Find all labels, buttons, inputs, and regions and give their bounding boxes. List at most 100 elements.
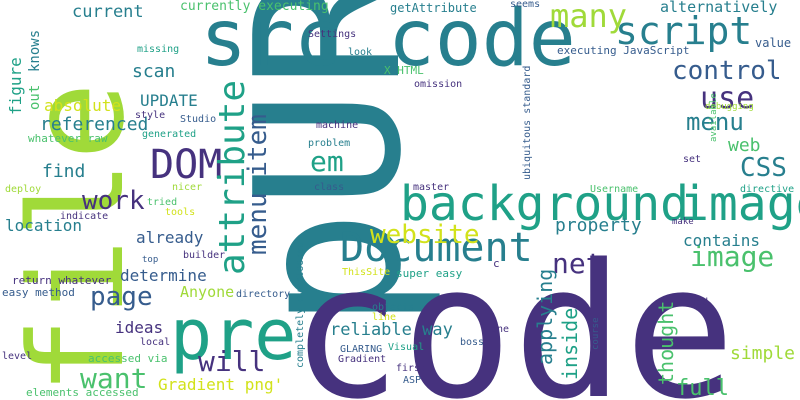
cloud-word: Gradient	[338, 354, 387, 365]
cloud-word: Anyone	[180, 283, 235, 301]
cloud-word: master	[413, 182, 450, 193]
cloud-word: getAttribute	[390, 1, 477, 15]
cloud-word: Document	[340, 225, 533, 271]
cloud-word: objects	[372, 302, 415, 313]
cloud-word: currently executing	[180, 0, 329, 14]
cloud-word: website	[370, 220, 480, 250]
cloud-word: web	[728, 135, 761, 156]
cloud-word: alternatively	[660, 0, 778, 16]
cloud-word: simple	[730, 343, 796, 364]
cloud-word: builder	[183, 250, 226, 261]
cloud-word: property	[555, 215, 642, 236]
cloud-word: available	[709, 93, 719, 142]
cloud-word: set	[683, 154, 702, 165]
cloud-word: code	[290, 224, 736, 400]
cloud-word: look	[348, 47, 373, 58]
cloud-word: already	[136, 228, 204, 247]
cloud-word: deploy	[5, 184, 42, 195]
cloud-word: GLARING	[340, 344, 383, 355]
cloud-word: current	[72, 2, 144, 22]
cloud-word: line	[372, 312, 397, 323]
cloud-word: local	[140, 337, 171, 348]
cloud-word: super easy	[396, 267, 463, 280]
cloud-word: missing	[137, 44, 180, 55]
cloud-word: image	[690, 240, 775, 273]
cloud-word: debugging	[705, 102, 754, 112]
cloud-word: inside	[558, 307, 582, 380]
cloud-word: DOM	[150, 142, 223, 188]
cloud-word: work	[82, 186, 145, 216]
cloud-word: CSS	[740, 153, 787, 183]
cloud-word: figure	[6, 57, 25, 115]
cloud-word: X HTML	[384, 64, 424, 77]
cloud-word: em	[310, 145, 344, 178]
cloud-word: find	[42, 161, 86, 182]
cloud-word: hosed	[678, 297, 709, 308]
cloud-word: directory	[236, 289, 291, 300]
cloud-word: Studio	[180, 114, 217, 125]
cloud-word: menu item	[243, 114, 273, 255]
cloud-word: class	[314, 182, 345, 193]
cloud-word: return whatever	[12, 274, 112, 287]
cloud-word: problem	[308, 138, 351, 149]
cloud-word: ASP	[403, 375, 422, 386]
cloud-word: one	[491, 324, 510, 335]
cloud-word: c	[493, 257, 500, 270]
cloud-word: machine	[316, 120, 359, 131]
cloud-word: course	[591, 317, 601, 350]
cloud-word: Username	[590, 184, 639, 195]
cloud-word: reliable way	[330, 320, 453, 340]
cloud-word: top	[142, 255, 159, 265]
cloud-word: full	[676, 376, 729, 400]
cloud-word: image	[680, 176, 800, 232]
cloud-word: elements accessed	[26, 386, 139, 399]
cloud-word: many	[550, 0, 628, 35]
cloud-word: ubiquitous standard	[522, 65, 533, 180]
cloud-word: script	[615, 9, 753, 53]
cloud-word: ideas	[115, 318, 164, 337]
cloud-word: ThisSite	[342, 267, 391, 278]
cloud-word: directive	[740, 184, 795, 195]
cloud-word: accessed via	[88, 352, 168, 365]
cloud-word: net	[552, 247, 603, 280]
cloud-word: level	[2, 351, 33, 362]
cloud-word: generated	[142, 129, 197, 140]
cloud-word: easy method	[2, 286, 75, 299]
cloud-word: style	[135, 110, 166, 121]
cloud-word: seems	[510, 0, 541, 10]
cloud-word: referenced	[40, 114, 149, 135]
cloud-word: background	[400, 176, 689, 232]
cloud-word: tried	[147, 197, 178, 208]
cloud-word: Gradient png'	[158, 375, 284, 394]
cloud-word: first	[396, 363, 427, 374]
cloud-word: location	[5, 216, 83, 235]
cloud-word: pre	[170, 294, 297, 376]
cloud-word: absolute	[44, 96, 122, 115]
cloud-word: Visual	[388, 342, 425, 353]
cloud-word: executing JavaScript	[557, 44, 690, 57]
cloud-word: scan	[132, 61, 176, 82]
cloud-word: whatever raw	[28, 132, 108, 145]
cloud-word: nicer	[172, 182, 203, 193]
cloud-word: will	[198, 345, 266, 378]
cloud-word: thought	[654, 300, 678, 385]
cloud-word: use	[700, 81, 755, 116]
cloud-word: UPDATE	[140, 91, 198, 110]
cloud-word: indicate	[60, 211, 109, 222]
cloud-word: contains	[683, 231, 761, 250]
cloud-word: Settings	[308, 29, 357, 40]
cloud-word: out	[27, 84, 43, 110]
cloud-word: omission	[414, 79, 463, 90]
cloud-word: page	[90, 282, 153, 312]
cloud-word: want	[80, 362, 148, 395]
cloud-word: menu	[686, 108, 744, 136]
cloud-word: src code	[200, 0, 576, 84]
cloud-word: determine	[120, 266, 207, 285]
cloud-word: boss	[460, 337, 485, 348]
cloud-word: control	[672, 56, 782, 86]
cloud-word: make	[672, 217, 694, 227]
cloud-word: value	[755, 36, 792, 50]
cloud-word: knows	[27, 29, 43, 72]
cloud-word: applying	[533, 268, 557, 365]
